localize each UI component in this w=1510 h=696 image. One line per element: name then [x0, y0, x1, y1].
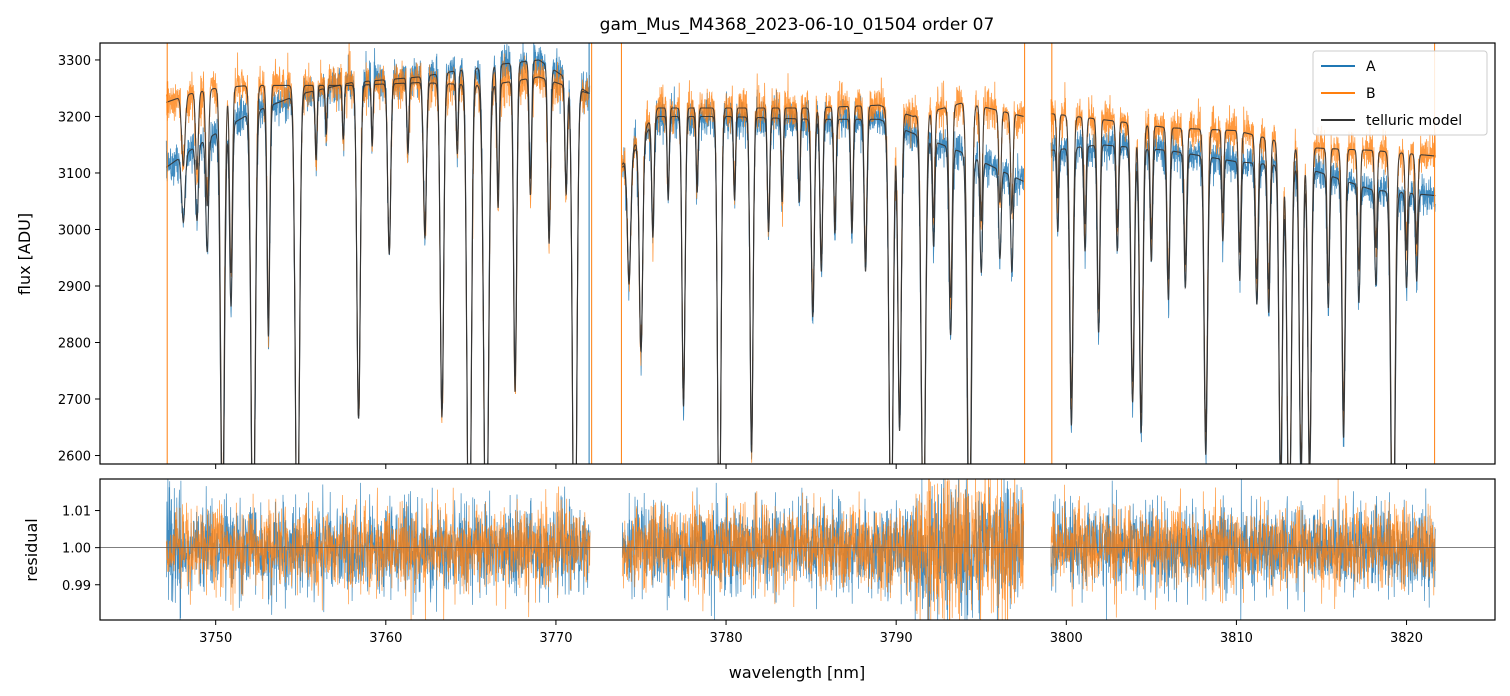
residual-x-ticks: 3750 3760 3770 3780 3790 3800 3810 3820 — [199, 620, 1423, 646]
flux-y-tick-label: 3300 — [58, 54, 91, 69]
legend-box — [1312, 50, 1488, 136]
legend-label-a: A — [1366, 59, 1376, 75]
residual-x-tick-label: 3790 — [880, 631, 913, 646]
legend-label-model: telluric model — [1366, 113, 1462, 129]
residual-panel: 0.99 1.00 1.01 3750 3760 3770 3780 3790 3800 381… — [22, 478, 1496, 682]
x-axis-label: wavelength [nm] — [729, 663, 866, 682]
flux-x-ticks — [215, 464, 1408, 469]
flux-y-tick-label: 2700 — [58, 393, 91, 408]
residual-x-tick-label: 3760 — [369, 631, 402, 646]
flux-panel: 2600 2700 2800 2900 3000 3100 3200 3300 flux [A… — [15, 42, 1496, 469]
residual-y-ticks: 0.99 1.00 1.01 — [62, 505, 100, 594]
residual-y-tick-label: 1.01 — [62, 505, 91, 520]
residual-series-group — [100, 479, 1495, 620]
flux-axes-frame — [99, 42, 1496, 465]
residual-y-tick-label: 1.00 — [62, 542, 91, 557]
flux-y-tick-label: 3000 — [58, 223, 91, 238]
flux-y-tick-label: 3100 — [58, 167, 91, 182]
flux-y-tick-label: 3200 — [58, 110, 91, 125]
telluric-model-b — [166, 76, 1436, 464]
residual-axes-frame — [99, 478, 1496, 621]
legend-label-b: B — [1366, 86, 1376, 102]
residual-x-tick-label: 3800 — [1050, 631, 1083, 646]
flux-y-tick-label: 2900 — [58, 280, 91, 295]
residual-x-tick-label: 3770 — [539, 631, 572, 646]
flux-y-tick-label: 2600 — [58, 450, 91, 465]
residual-y-axis-label: residual — [22, 518, 41, 581]
flux-y-ticks: 2600 2700 2800 2900 3000 3100 3200 3300 — [58, 54, 100, 465]
residual-y-tick-label: 0.99 — [62, 579, 91, 594]
chart-title: gam_Mus_M4368_2023-06-10_01504 order 07 — [600, 15, 995, 35]
flux-y-axis-label: flux [ADU] — [15, 213, 34, 295]
residual-x-tick-label: 3810 — [1220, 631, 1253, 646]
flux-y-tick-label: 2800 — [58, 337, 91, 352]
flux-series-group — [165, 43, 1436, 464]
legend: A B telluric model — [1312, 50, 1488, 136]
residual-x-tick-label: 3780 — [710, 631, 743, 646]
residual-x-tick-label: 3750 — [199, 631, 232, 646]
residual-series-b — [165, 479, 1436, 620]
residual-x-tick-label: 3820 — [1390, 631, 1423, 646]
